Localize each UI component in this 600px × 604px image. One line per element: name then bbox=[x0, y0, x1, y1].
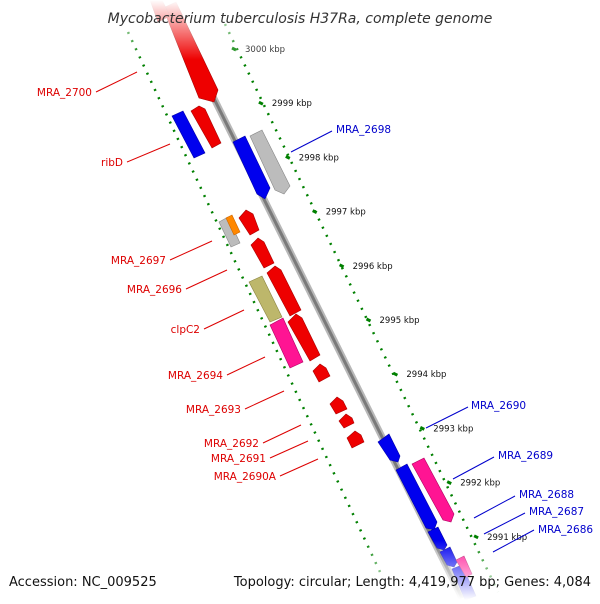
kbp-tick-mark bbox=[419, 426, 425, 431]
label-mra2686[interactable]: MRA_2686 bbox=[538, 524, 593, 536]
label-mra2692[interactable]: MRA_2692 bbox=[204, 438, 259, 450]
kbp-tick-label: 2999 kbp bbox=[272, 99, 312, 109]
label-mra2698[interactable]: MRA_2698 bbox=[336, 124, 391, 136]
kbp-tick-mark bbox=[312, 209, 318, 214]
gene-ribd-blue[interactable] bbox=[171, 110, 206, 159]
gene-clpc2-olive[interactable] bbox=[248, 275, 283, 323]
gene-mra2694-pink[interactable] bbox=[269, 317, 304, 369]
gene-mra2698-grey[interactable] bbox=[249, 129, 291, 195]
label-mra2687[interactable]: MRA_2687 bbox=[529, 506, 584, 518]
label-leaders-right bbox=[290, 130, 535, 553]
label-mra2694[interactable]: MRA_2694 bbox=[168, 370, 223, 382]
gene-mra2691[interactable] bbox=[338, 413, 355, 429]
kbp-tick-mark bbox=[473, 534, 479, 540]
gene-clpc2-red[interactable] bbox=[266, 265, 302, 317]
kbp-tick-label: 2995 kbp bbox=[380, 316, 420, 326]
kbp-tick-label: 2997 kbp bbox=[326, 208, 366, 218]
gene-mra2689-pink[interactable] bbox=[411, 457, 455, 523]
top-fade bbox=[0, 0, 600, 60]
label-mra2689[interactable]: MRA_2689 bbox=[498, 450, 553, 462]
kbp-tick-mark bbox=[446, 480, 452, 485]
gene-mra2697-grey[interactable] bbox=[218, 216, 241, 248]
accession-text: Accession: NC_009525 bbox=[9, 575, 157, 590]
kbp-tick-mark bbox=[285, 155, 291, 160]
kbp-tick-mark bbox=[365, 317, 372, 323]
bottom-fade bbox=[0, 540, 600, 600]
label-clpc2[interactable]: clpC2 bbox=[171, 324, 200, 336]
label-mra2700[interactable]: MRA_2700 bbox=[37, 87, 92, 99]
kbp-tick-mark bbox=[392, 371, 399, 377]
kbp-tick-mark bbox=[338, 263, 345, 269]
kbp-tick-mark bbox=[258, 100, 264, 106]
map-title: Mycobacterium tuberculosis H37Ra, comple… bbox=[108, 11, 493, 27]
gene-mra2692[interactable] bbox=[329, 396, 348, 415]
gene-mra2694-red[interactable] bbox=[287, 313, 321, 362]
gene-mra2690a[interactable] bbox=[346, 430, 365, 449]
label-mra2696[interactable]: MRA_2696 bbox=[127, 284, 182, 296]
kbp-tick-label: 2994 kbp bbox=[406, 370, 446, 380]
outer-tick-guide bbox=[223, 23, 500, 593]
gene-mra2696-red[interactable] bbox=[250, 237, 275, 269]
gene-mra2689-blue[interactable] bbox=[395, 463, 438, 531]
tick-guide-lines bbox=[126, 23, 500, 593]
kbp-tick-label: 2996 kbp bbox=[353, 262, 393, 272]
gene-mra2698-blue[interactable] bbox=[232, 135, 271, 200]
reverse-gene-labels: MRA_2700 ribD MRA_2697 MRA_2696 clpC2 MR… bbox=[37, 87, 277, 483]
label-mra2688[interactable]: MRA_2688 bbox=[519, 489, 574, 501]
gene-ribd-red[interactable] bbox=[190, 105, 222, 149]
forward-strand-genes bbox=[232, 129, 477, 601]
label-mra2691[interactable]: MRA_2691 bbox=[211, 453, 266, 465]
label-mra2690a[interactable]: MRA_2690A bbox=[214, 471, 277, 483]
kbp-tick-label: 2993 kbp bbox=[433, 424, 473, 434]
kbp-tick-label: 2991 kbp bbox=[487, 533, 527, 543]
label-mra2690[interactable]: MRA_2690 bbox=[471, 400, 526, 412]
topology-summary: Topology: circular; Length: 4,419,977 bp… bbox=[233, 575, 591, 590]
gene-mra2697-red[interactable] bbox=[238, 209, 260, 236]
label-mra2693[interactable]: MRA_2693 bbox=[186, 404, 241, 416]
label-ribd[interactable]: ribD bbox=[101, 157, 123, 169]
gene-mra2693[interactable] bbox=[312, 363, 331, 383]
kbp-tick-label: 2998 kbp bbox=[299, 153, 339, 163]
kbp-tick-label: 2992 kbp bbox=[460, 479, 500, 489]
gene-mra2690-blue[interactable] bbox=[377, 433, 401, 463]
label-leaders-left bbox=[95, 71, 319, 477]
forward-gene-labels: MRA_2698 MRA_2690 MRA_2689 MRA_2688 MRA_… bbox=[336, 124, 593, 536]
inner-tick-guide bbox=[126, 31, 382, 573]
gene-mra2697-orange[interactable] bbox=[225, 214, 241, 236]
label-mra2697[interactable]: MRA_2697 bbox=[111, 255, 166, 267]
